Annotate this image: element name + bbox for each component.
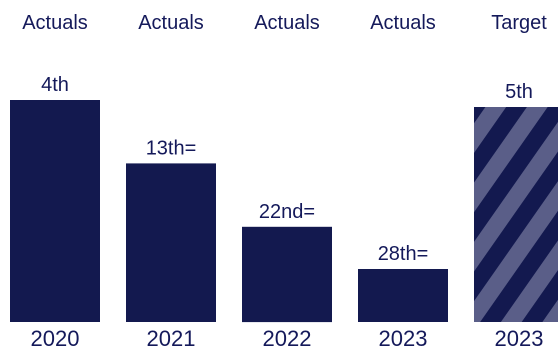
actuals-bar bbox=[126, 163, 216, 322]
group-label: Actuals bbox=[370, 12, 436, 34]
group-label: Actuals bbox=[22, 12, 88, 34]
group-label: Actuals bbox=[254, 12, 320, 34]
year-tick-label: 2023 bbox=[495, 326, 544, 350]
rank-data-label: 28th= bbox=[378, 243, 429, 265]
actuals-bar bbox=[242, 226, 332, 323]
year-tick-label: 2020 bbox=[31, 326, 80, 350]
year-tick-label: 2022 bbox=[263, 326, 312, 350]
actuals-bar bbox=[10, 100, 100, 322]
rank-data-label: 22nd= bbox=[259, 201, 315, 223]
year-tick-label: 2021 bbox=[147, 326, 196, 350]
group-label: Actuals bbox=[138, 12, 204, 34]
actuals-bar bbox=[358, 269, 448, 322]
group-label: Target bbox=[491, 12, 547, 34]
rank-data-label: 13th= bbox=[146, 137, 197, 159]
rank-data-label: 5th bbox=[505, 81, 533, 103]
year-tick-label: 2023 bbox=[379, 326, 428, 350]
rank-data-label: 4th bbox=[41, 74, 69, 96]
target-bar bbox=[474, 107, 558, 322]
